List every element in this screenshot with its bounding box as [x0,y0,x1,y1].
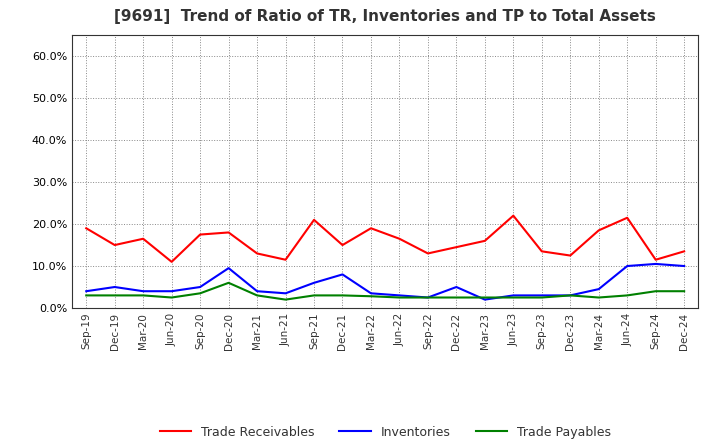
Inventories [623,264,631,269]
Inventories [537,293,546,298]
Trade Payables [623,293,631,298]
Trade Receivables [509,213,518,218]
Trade Payables [82,293,91,298]
Trade Receivables [623,215,631,220]
Inventories [509,293,518,298]
Title: [9691]  Trend of Ratio of TR, Inventories and TP to Total Assets: [9691] Trend of Ratio of TR, Inventories… [114,9,656,24]
Trade Payables [310,293,318,298]
Line: Trade Receivables: Trade Receivables [86,216,684,262]
Legend: Trade Receivables, Inventories, Trade Payables: Trade Receivables, Inventories, Trade Pa… [155,421,616,440]
Inventories [338,272,347,277]
Inventories [595,286,603,292]
Inventories [566,293,575,298]
Trade Payables [452,295,461,300]
Inventories [480,297,489,302]
Trade Payables [480,295,489,300]
Trade Payables [110,293,119,298]
Line: Trade Payables: Trade Payables [86,283,684,300]
Trade Payables [595,295,603,300]
Trade Receivables [139,236,148,242]
Trade Payables [652,289,660,294]
Trade Receivables [196,232,204,237]
Trade Payables [167,295,176,300]
Inventories [139,289,148,294]
Trade Payables [680,289,688,294]
Trade Receivables [253,251,261,256]
Trade Receivables [110,242,119,248]
Inventories [282,291,290,296]
Trade Receivables [167,259,176,264]
Trade Payables [537,295,546,300]
Inventories [196,284,204,290]
Inventories [225,265,233,271]
Trade Receivables [82,226,91,231]
Inventories [110,284,119,290]
Inventories [366,291,375,296]
Inventories [82,289,91,294]
Trade Receivables [566,253,575,258]
Inventories [423,295,432,300]
Trade Receivables [282,257,290,262]
Trade Receivables [225,230,233,235]
Inventories [652,261,660,267]
Trade Receivables [395,236,404,242]
Trade Receivables [452,245,461,250]
Trade Payables [366,293,375,299]
Trade Receivables [310,217,318,223]
Trade Receivables [423,251,432,256]
Inventories [452,284,461,290]
Trade Receivables [537,249,546,254]
Inventories [680,264,688,269]
Trade Payables [225,280,233,286]
Line: Inventories: Inventories [86,264,684,300]
Trade Receivables [680,249,688,254]
Trade Payables [395,295,404,300]
Trade Receivables [480,238,489,243]
Trade Receivables [652,257,660,262]
Trade Payables [282,297,290,302]
Trade Payables [139,293,148,298]
Trade Payables [338,293,347,298]
Trade Receivables [366,226,375,231]
Inventories [395,293,404,298]
Trade Payables [509,295,518,300]
Trade Payables [253,293,261,298]
Inventories [167,289,176,294]
Inventories [310,280,318,286]
Inventories [253,289,261,294]
Trade Payables [423,295,432,300]
Trade Payables [566,293,575,298]
Trade Receivables [338,242,347,248]
Trade Payables [196,291,204,296]
Trade Receivables [595,228,603,233]
